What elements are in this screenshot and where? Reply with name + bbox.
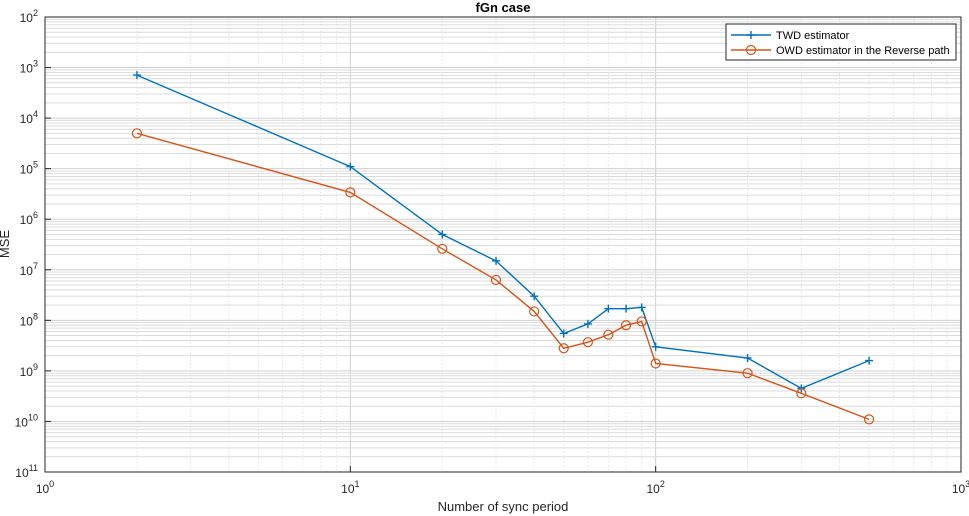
legend-box	[725, 23, 957, 61]
data-point-circle-marker	[742, 368, 753, 379]
data-point-plus-marker	[637, 303, 646, 312]
x-axis-title: Number of sync period	[438, 499, 569, 514]
legend-plus-marker-icon	[747, 31, 755, 39]
series-line-0	[136, 74, 870, 390]
data-point-circle-marker	[650, 358, 661, 369]
legend-label-owd: OWD estimator in the Reverse path	[776, 45, 950, 57]
data-point-circle-marker	[345, 187, 356, 198]
legend: TWD estimator OWD estimator in the Rever…	[725, 23, 957, 61]
data-point-plus-marker	[438, 230, 447, 239]
data-point-circle-marker	[582, 337, 594, 348]
data-point-circle-marker	[603, 329, 614, 340]
data-point-plus-marker	[530, 292, 539, 301]
y-axis-title: MSE	[0, 230, 12, 259]
data-point-plus-marker	[559, 329, 568, 338]
data-point-circle-marker	[131, 128, 143, 139]
data-point-circle-marker	[490, 274, 502, 286]
data-point-plus-marker	[743, 353, 752, 362]
data-point-plus-marker	[346, 162, 355, 171]
data-point-plus-marker	[865, 356, 874, 365]
plot-frame	[44, 16, 962, 473]
data-point-plus-marker	[492, 256, 501, 265]
data-point-plus-marker	[651, 342, 660, 351]
series-layer	[131, 71, 875, 425]
x-tick-label: 103	[952, 479, 969, 496]
data-point-circle-marker	[796, 388, 807, 399]
chart-title: fGn case	[476, 0, 531, 15]
data-point-circle-marker	[636, 316, 647, 327]
data-point-circle-marker	[558, 343, 569, 354]
data-point-circle-marker	[529, 306, 540, 317]
legend-label-twd: TWD estimator	[776, 30, 850, 42]
data-point-plus-marker	[622, 304, 631, 313]
data-point-plus-marker	[583, 319, 592, 328]
series-line-1	[136, 132, 870, 421]
data-point-circle-marker	[620, 320, 632, 331]
data-point-plus-marker	[132, 71, 141, 80]
legend-circle-marker-icon	[745, 44, 757, 56]
data-point-plus-marker	[604, 304, 613, 313]
data-point-circle-marker	[863, 414, 875, 425]
data-point-circle-marker	[437, 243, 448, 254]
